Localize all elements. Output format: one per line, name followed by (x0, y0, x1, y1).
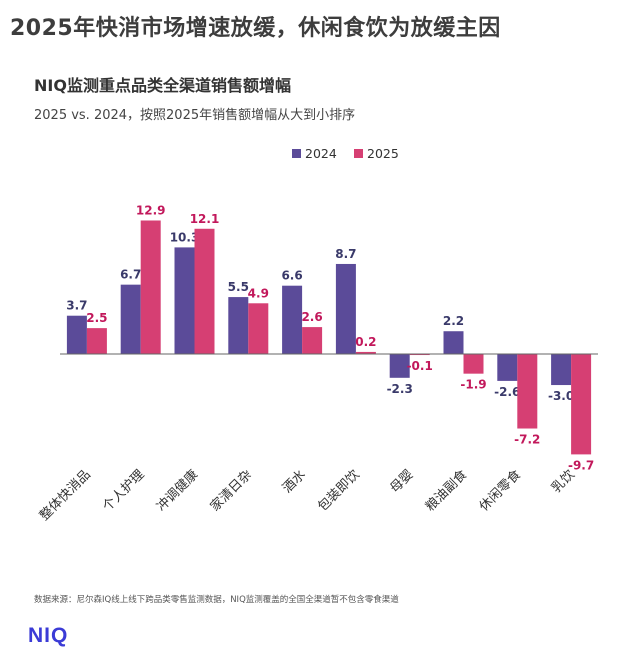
source-note: 数据来源：尼尔森IQ线上线下跨品类零售监测数据，NIQ监测覆盖的全国全渠道暂不包… (34, 595, 399, 605)
bar-2025-8 (517, 354, 538, 429)
bar-2025-2 (194, 228, 215, 354)
bar-2025-7 (463, 354, 484, 374)
category-label-4: 酒水 (280, 467, 309, 496)
bar-2024-1 (120, 284, 141, 354)
bar-2024-2 (174, 247, 195, 354)
chart-title: NIQ监测重点品类全渠道销售额增幅 (34, 76, 291, 95)
niq-logo: NIQ (28, 624, 69, 647)
bar-2025-6 (409, 354, 430, 356)
category-label-7: 粮油副食 (422, 467, 470, 515)
bar-2024-6 (389, 354, 410, 378)
bar-2025-4 (302, 327, 323, 354)
legend-swatch-2024 (292, 149, 301, 158)
value-label-2024-8: -2.6 (494, 385, 520, 399)
legend-swatch-2025 (354, 149, 363, 158)
legend-label-2025: 2025 (367, 146, 399, 161)
chart-subtitle: 2025 vs. 2024，按照2025年销售额增幅从大到小排序 (34, 108, 356, 123)
bar-2024-5 (335, 263, 356, 354)
category-label-3: 家清日杂 (207, 467, 255, 515)
value-label-2024-7: 2.2 (443, 314, 464, 328)
value-label-2024-2: 10.3 (170, 230, 200, 244)
value-label-2024-0: 3.7 (66, 299, 87, 313)
category-label-1: 个人护理 (100, 467, 147, 514)
legend-label-2024: 2024 (305, 146, 337, 161)
value-label-2025-4: 2.6 (301, 310, 322, 324)
value-label-2025-3: 4.9 (248, 286, 269, 300)
value-label-2024-6: -2.3 (387, 382, 413, 396)
value-label-2025-7: -1.9 (460, 378, 486, 392)
bar-2024-4 (282, 285, 303, 354)
value-label-2024-3: 5.5 (228, 280, 249, 294)
bar-2025-3 (248, 303, 269, 354)
value-label-2025-6: -0.1 (407, 359, 433, 373)
bar-2024-8 (497, 354, 518, 381)
category-label-2: 冲调健康 (153, 467, 201, 515)
value-label-2024-5: 8.7 (335, 247, 356, 261)
bar-2024-3 (228, 297, 249, 354)
bar-2025-0 (86, 328, 107, 354)
value-label-2025-0: 2.5 (86, 311, 107, 325)
value-label-2025-2: 12.1 (190, 212, 220, 226)
bar-2025-9 (571, 354, 592, 455)
category-label-0: 整体快消品 (37, 467, 94, 524)
value-label-2025-8: -7.2 (514, 433, 540, 447)
bar-chart: 2024 2025 3.72.5 整体快消品 6.7 12.9 个人护理 10.3 12.1 冲调… (37, 146, 598, 524)
category-label-6: 母婴 (388, 467, 417, 496)
value-label-2024-1: 6.7 (120, 268, 141, 282)
value-label-2024-9: -3.0 (548, 389, 574, 403)
bar-2024-9 (551, 354, 572, 386)
value-label-2025-5: 0.2 (355, 335, 376, 349)
value-label-2025-9: -9.7 (568, 458, 594, 472)
value-label-2024-4: 6.6 (281, 269, 302, 283)
bar-2025-1 (140, 220, 161, 354)
bar-2025-5 (355, 351, 376, 354)
bar-2024-0 (66, 315, 87, 354)
category-label-8: 休闲零食 (476, 467, 524, 515)
page-headline: 2025年快消市场增速放缓，休闲食饮为放缓主因 (10, 16, 501, 41)
category-label-5: 包装即饮 (315, 467, 362, 514)
value-label-2025-1: 12.9 (136, 203, 166, 217)
bar-2024-7 (443, 331, 464, 354)
